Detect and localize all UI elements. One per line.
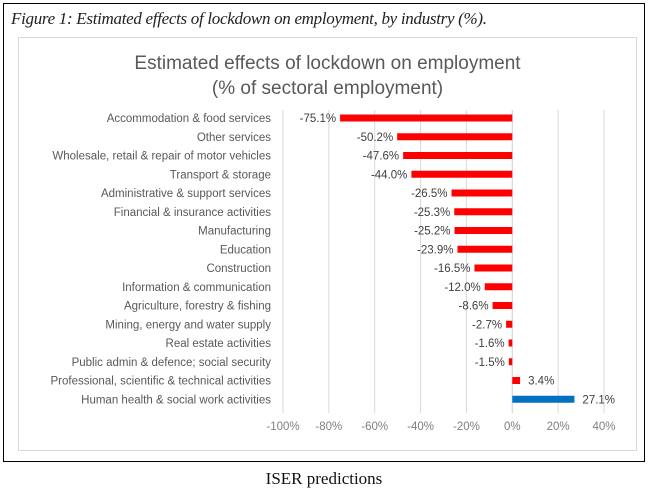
category-label: Accommodation & food services [107, 113, 272, 125]
category-label: Transport & storage [170, 169, 271, 181]
category-label: Agriculture, forestry & fishing [124, 301, 271, 313]
category-label: Public admin & defence; social security [72, 357, 272, 369]
category-labels: Accommodation & food services Other servi… [50, 113, 271, 406]
bar [506, 320, 513, 328]
source-label: ISER predictions [265, 469, 383, 488]
data-labels: -75.1% -50.2% -47.6% -44.0% -26.5% -25.3% -25.… [300, 113, 615, 406]
data-label: -16.5% [434, 263, 470, 275]
bar [454, 208, 513, 216]
category-label: Wholesale, retail & repair of motor vehi… [52, 151, 271, 163]
bar [397, 133, 513, 141]
data-label: -25.3% [414, 207, 450, 219]
category-label: Professional, scientific & technical act… [50, 376, 271, 388]
gridlines [282, 110, 605, 413]
data-label: -26.5% [411, 188, 447, 200]
x-tick-label: -60% [361, 421, 388, 433]
x-tick-label: -20% [453, 421, 480, 433]
data-label: -2.7% [472, 319, 502, 331]
data-label: -47.6% [363, 151, 399, 163]
x-tick-label: -80% [315, 421, 342, 433]
bar [512, 377, 521, 384]
bar [508, 339, 513, 347]
bar [454, 227, 513, 234]
figure-caption: Figure 1: Estimated effects of lockdown … [11, 9, 487, 28]
chart-area [18, 37, 637, 451]
bar [403, 152, 513, 159]
bar [492, 302, 513, 309]
bar [457, 245, 513, 253]
chart-subtitle: (% of sectoral employment) [211, 78, 444, 99]
category-label: Information & communication [122, 282, 271, 294]
data-label: -12.0% [444, 282, 480, 294]
data-label: -1.5% [475, 357, 505, 369]
data-label: -50.2% [357, 132, 393, 144]
category-label: Financial & insurance activities [114, 207, 271, 219]
x-tick-label: 20% [547, 421, 570, 433]
data-label: 3.4% [528, 376, 554, 388]
data-label: -44.0% [371, 169, 407, 181]
bar [512, 395, 575, 403]
x-tick-label: 40% [592, 421, 615, 433]
category-label: Mining, energy and water supply [105, 319, 271, 331]
x-tick-label: -100% [266, 421, 299, 433]
bar [474, 264, 513, 272]
bar [484, 283, 513, 291]
data-label: -8.6% [459, 301, 489, 313]
category-label: Other services [197, 132, 271, 144]
bar [340, 114, 513, 122]
data-label: 27.1% [582, 394, 615, 406]
bar [451, 189, 513, 197]
category-label: Administrative & support services [101, 188, 271, 200]
x-tick-label: 0% [504, 421, 521, 433]
bar [508, 358, 513, 366]
bars [340, 114, 575, 403]
chart-title: Estimated effects of lockdown on employm… [134, 53, 521, 74]
data-label: -25.2% [414, 226, 450, 238]
category-label: Real estate activities [166, 338, 272, 350]
category-label: Construction [206, 263, 271, 275]
category-label: Manufacturing [198, 226, 271, 238]
data-label: -1.6% [475, 338, 505, 350]
x-tick-label: -40% [407, 421, 434, 433]
category-label: Education [220, 244, 271, 256]
data-label: -23.9% [417, 244, 453, 256]
x-axis-tick-labels: -100% -80% -60% -40% -20% 0% 20% 40% [266, 421, 615, 433]
bar [411, 170, 513, 178]
data-label: -75.1% [300, 113, 336, 125]
category-label: Human health & social work activities [81, 394, 271, 406]
